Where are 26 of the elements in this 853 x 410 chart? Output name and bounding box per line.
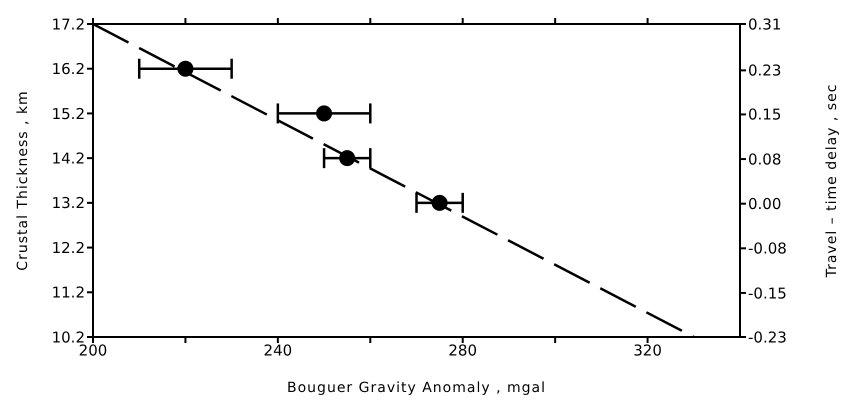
y2-tick-label: -0.23	[748, 328, 787, 346]
x-axis-title: Bouguer Gravity Anomaly , mgal	[287, 380, 546, 396]
y-tick-label: 14.2	[52, 149, 85, 168]
point	[316, 105, 332, 122]
y-tick-label: 15.2	[52, 104, 85, 123]
y2-tick-label: -0.08	[748, 240, 787, 258]
x-tick-label: 200	[78, 342, 108, 360]
y-axis-title: Crustal Thickness , km	[14, 90, 31, 271]
y-tick-label: 12.2	[52, 238, 85, 257]
y-tick-label: 13.2	[52, 194, 85, 212]
y2-axis-title: Travel – time delay , sec	[824, 84, 840, 278]
point	[432, 194, 448, 211]
y2-tick-label: 0.00	[748, 195, 782, 214]
y2-tick-label: 0.08	[748, 150, 782, 168]
y2-tick-label: 0.23	[748, 62, 782, 80]
y-tick-label: 17.2	[52, 15, 85, 34]
point	[177, 60, 194, 77]
y-tick-label: 16.2	[52, 60, 85, 78]
y-tick-label: 11.2	[52, 284, 85, 302]
y2-tick-label: -0.15	[748, 284, 787, 302]
x-tick-label: 280	[448, 342, 478, 360]
point	[339, 150, 356, 166]
x-tick-label: 320	[633, 342, 662, 360]
y2-tick-label: 0.31	[748, 15, 782, 34]
y2-tick-label: 0.15	[748, 106, 782, 124]
x-tick-label: 240	[264, 342, 292, 360]
